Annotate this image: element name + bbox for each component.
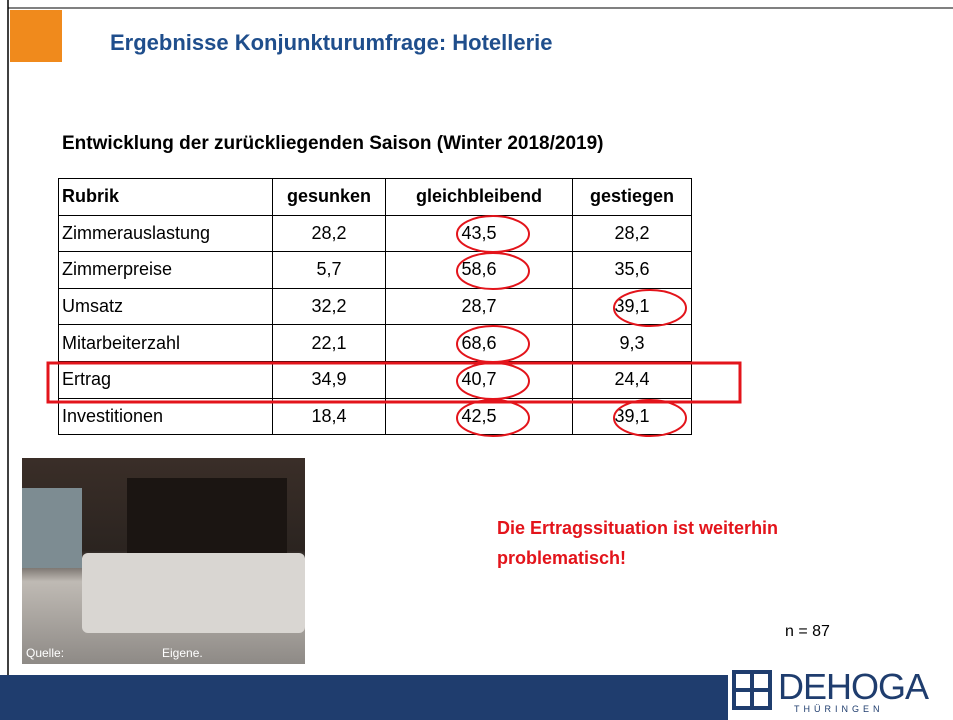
column-header: gesunken — [273, 179, 386, 216]
cell: 24,4 — [573, 361, 692, 398]
cell: 58,6 — [386, 252, 573, 289]
row-label: Zimmerpreise — [59, 252, 273, 289]
sample-size: n = 87 — [785, 623, 830, 641]
cell: 43,5 — [386, 215, 573, 252]
photo-source-label: Quelle: — [26, 646, 64, 660]
cell: 35,6 — [573, 252, 692, 289]
conclusion: Die Ertragssituation ist weiterhin probl… — [497, 513, 877, 573]
cell: 5,7 — [273, 252, 386, 289]
cell: 39,1 — [573, 288, 692, 325]
cell: 18,4 — [273, 398, 386, 435]
column-header: gleichbleibend — [386, 179, 573, 216]
row-label: Investitionen — [59, 398, 273, 435]
cell: 28,2 — [573, 215, 692, 252]
cell: 68,6 — [386, 325, 573, 362]
logo-name: DEHOGA — [778, 666, 928, 708]
cell: 9,3 — [573, 325, 692, 362]
logo-icon — [732, 670, 772, 710]
cell: 42,5 — [386, 398, 573, 435]
slide-title: Ergebnisse Konjunkturumfrage: Hotellerie — [110, 30, 553, 56]
cell: 32,2 — [273, 288, 386, 325]
table-title: Entwicklung der zurückliegenden Saison (… — [62, 133, 603, 155]
cell: 34,9 — [273, 361, 386, 398]
cell: 28,7 — [386, 288, 573, 325]
row-label: Ertrag — [59, 361, 273, 398]
logo: DEHOGA THÜRINGEN — [728, 660, 953, 720]
bed — [82, 553, 305, 633]
cell: 28,2 — [273, 215, 386, 252]
window — [22, 488, 82, 568]
logo-region: THÜRINGEN — [794, 704, 884, 714]
column-header: Rubrik — [59, 179, 273, 216]
slide: {"header": {"title": "Ergebnisse Konjunk… — [0, 0, 953, 720]
photo-source: Eigene. — [162, 646, 203, 660]
row-label: Zimmerauslastung — [59, 215, 273, 252]
cell: 22,1 — [273, 325, 386, 362]
cell: 39,1 — [573, 398, 692, 435]
hotel-photo: Quelle: Eigene. — [22, 458, 305, 664]
accent-square — [10, 10, 62, 62]
column-header: gestiegen — [573, 179, 692, 216]
row-label: Umsatz — [59, 288, 273, 325]
cell: 40,7 — [386, 361, 573, 398]
row-label: Mitarbeiterzahl — [59, 325, 273, 362]
